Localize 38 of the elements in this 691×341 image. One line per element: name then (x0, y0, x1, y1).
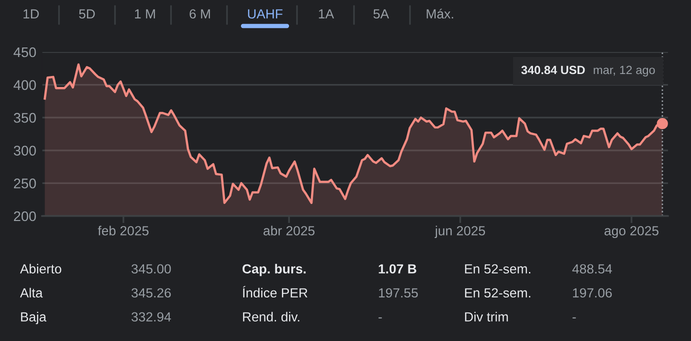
text: 345.26 (132, 288, 171, 298)
text: En 52-sem. (465, 264, 530, 274)
y-tick-label: 400 (14, 80, 36, 90)
text: - (378, 317, 382, 318)
y-tick-label: 200 (14, 211, 36, 222)
text: Máx. (426, 8, 454, 19)
annotation: mar, 12 ago (594, 66, 655, 76)
text: 1 M (135, 9, 155, 18)
text: UAHF (248, 9, 282, 19)
text: Baja (21, 312, 46, 324)
text: 332.94 (132, 312, 171, 322)
text: Alta (20, 288, 43, 298)
text: Cap. burs. (242, 264, 306, 276)
text: 1A (318, 9, 334, 18)
x-tick-label: abr 2025 (264, 226, 315, 236)
y-tick-label: 450 (14, 47, 36, 58)
text: 197.06 (573, 288, 612, 298)
text: 1.07 B (378, 264, 416, 274)
text: 345.00 (132, 264, 171, 274)
annotation: 340.84 USD (521, 66, 585, 74)
text: 6 M (190, 9, 210, 19)
text: Abierto (20, 264, 62, 274)
text: 1D (24, 9, 39, 18)
text: 5D (79, 9, 95, 19)
x-tick-label: ago 2025 (604, 226, 658, 238)
y-tick-label: 250 (14, 178, 36, 188)
text: En 52-sem. (465, 288, 530, 298)
text: - (572, 317, 576, 318)
text: 197.55 (379, 288, 418, 298)
text: Div trim (465, 312, 508, 322)
text: 5A (373, 9, 390, 19)
x-tick-label: jun 2025 (434, 226, 486, 238)
y-tick-label: 350 (14, 112, 36, 123)
text: Índice PER (242, 286, 308, 298)
y-tick-label: 300 (14, 146, 36, 156)
text: Rend. div. (243, 312, 300, 322)
x-tick-label: feb 2025 (98, 226, 149, 236)
text: 488.54 (572, 264, 612, 274)
